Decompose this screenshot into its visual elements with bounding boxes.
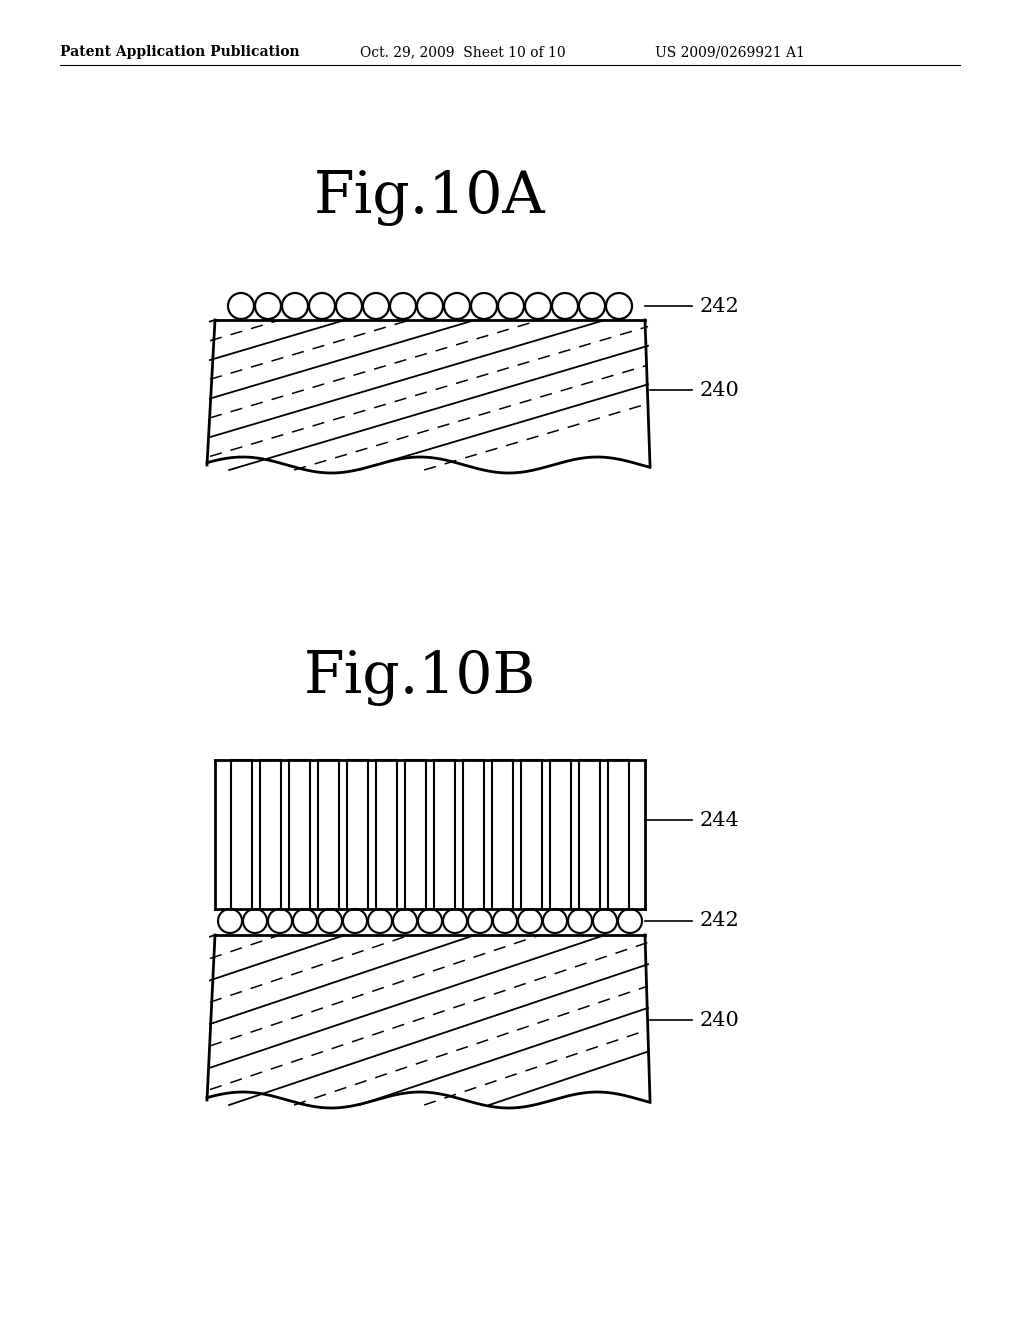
Text: 240: 240 <box>700 380 740 400</box>
Text: Patent Application Publication: Patent Application Publication <box>60 45 300 59</box>
Text: 240: 240 <box>700 1011 740 1030</box>
Text: 242: 242 <box>700 297 739 315</box>
Text: 244: 244 <box>700 810 739 829</box>
Text: Oct. 29, 2009  Sheet 10 of 10: Oct. 29, 2009 Sheet 10 of 10 <box>360 45 565 59</box>
Text: Fig.10A: Fig.10A <box>314 170 546 226</box>
Text: US 2009/0269921 A1: US 2009/0269921 A1 <box>655 45 805 59</box>
Text: Fig.10B: Fig.10B <box>304 649 537 706</box>
Text: 242: 242 <box>700 912 739 931</box>
